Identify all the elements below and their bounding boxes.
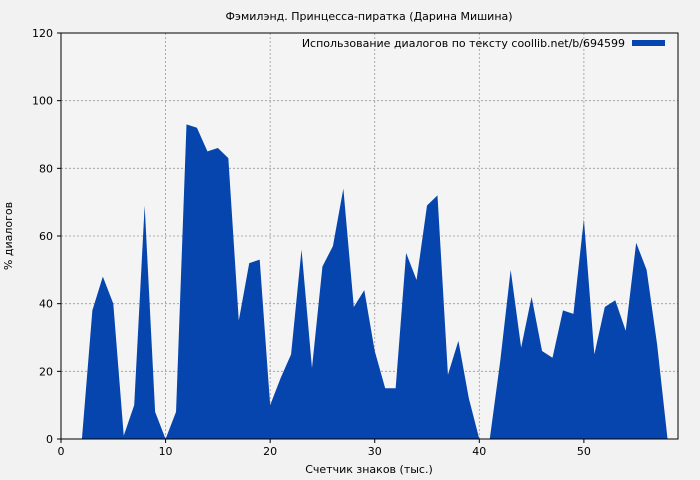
x-tick-label: 30 — [368, 445, 382, 458]
legend-label: Использование диалогов по тексту coollib… — [302, 37, 625, 50]
y-tick-label: 60 — [39, 230, 53, 243]
y-tick-label: 80 — [39, 162, 53, 175]
y-tick-label: 120 — [32, 27, 53, 40]
y-tick-label: 100 — [32, 95, 53, 108]
x-tick-label: 40 — [472, 445, 486, 458]
y-tick-label: 0 — [46, 433, 53, 446]
y-tick-label: 20 — [39, 365, 53, 378]
x-tick-label: 50 — [577, 445, 591, 458]
x-tick-label: 10 — [159, 445, 173, 458]
x-axis-label: Счетчик знаков (тыс.) — [305, 463, 433, 476]
y-tick-label: 40 — [39, 298, 53, 311]
series-area — [81, 124, 668, 439]
legend-swatch — [632, 40, 665, 46]
y-axis-label: % диалогов — [2, 202, 15, 270]
x-tick-label: 20 — [263, 445, 277, 458]
axis-ticks: 0 10 20 30 40 50 0 20 40 60 80 100 120 — [32, 27, 591, 458]
x-tick-label: 0 — [58, 445, 65, 458]
chart-title: Фэмилэнд. Принцесса-пиратка (Дарина Миши… — [225, 10, 512, 23]
